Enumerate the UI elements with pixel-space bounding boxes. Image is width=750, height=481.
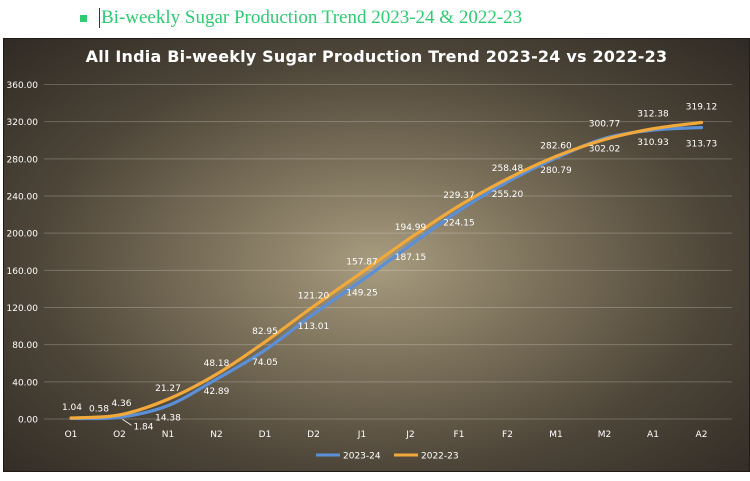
data-label-2022-23: 229.37: [443, 191, 475, 201]
data-label-2023-24: 280.79: [540, 166, 572, 176]
data-label-2022-23: 300.77: [589, 120, 621, 130]
data-label-2022-23: 4.36: [111, 399, 131, 409]
y-tick-label: 0.00: [18, 416, 38, 426]
y-tick-label: 200.00: [7, 230, 39, 240]
x-tick-label: F1: [454, 430, 465, 440]
data-label-2023-24: 0.58: [89, 404, 109, 414]
x-tick-label: A1: [647, 430, 659, 440]
data-label-2022-23: 82.95: [252, 327, 278, 337]
data-label-2022-23: 258.48: [492, 164, 524, 174]
data-label-2022-23: 21.27: [155, 384, 181, 394]
legend-label-2023-24: 2023-24: [343, 452, 381, 462]
data-label-2022-23: 121.20: [298, 291, 330, 301]
y-tick-label: 240.00: [7, 193, 39, 203]
x-tick-label: A2: [696, 430, 708, 440]
data-label-2022-23: 48.18: [204, 359, 230, 369]
series-line-2023-24: [69, 125, 704, 421]
data-label-2022-23: 1.04: [62, 403, 82, 413]
data-label-2022-23: 194.99: [395, 223, 427, 233]
x-tick-label: F2: [502, 430, 513, 440]
y-tick-label: 280.00: [7, 155, 39, 165]
x-tick-label: M1: [549, 430, 563, 440]
data-label-2023-24: 310.93: [637, 138, 669, 148]
chart-panel[interactable]: All India Bi-weekly Sugar Production Tre…: [3, 38, 750, 472]
data-label-2023-24: 302.02: [589, 144, 621, 154]
text-cursor: [99, 8, 100, 28]
data-label-2023-24: 14.38: [155, 414, 181, 424]
data-label-2023-24: 149.25: [346, 288, 378, 298]
y-tick-label: 80.00: [12, 341, 38, 351]
y-tick-label: 160.00: [7, 267, 39, 277]
legend-label-2022-23: 2022-23: [421, 452, 459, 462]
data-label-2023-24: 42.89: [204, 387, 230, 397]
y-tick-label: 320.00: [7, 118, 39, 128]
y-tick-label: 360.00: [7, 81, 39, 91]
y-tick-label: 120.00: [7, 304, 39, 314]
data-label-2023-24: 187.15: [395, 253, 427, 263]
x-tick-label: N1: [162, 430, 174, 440]
slide-heading: Bi-weekly Sugar Production Trend 2023-24…: [80, 4, 522, 32]
x-tick-label: J2: [405, 430, 414, 440]
x-tick-label: D1: [259, 430, 272, 440]
x-tick-label: J1: [357, 430, 366, 440]
chart-title: All India Bi-weekly Sugar Production Tre…: [85, 47, 668, 66]
x-tick-label: O2: [113, 430, 126, 440]
data-label-2023-24: 113.01: [298, 322, 330, 332]
x-tick-label: O1: [65, 430, 78, 440]
data-label-2023-24: 224.15: [443, 219, 475, 229]
data-label-2022-23: 157.87: [346, 257, 378, 267]
heading-text: Bi-weekly Sugar Production Trend 2023-24…: [101, 7, 523, 28]
data-label-2023-24: 1.84: [133, 422, 153, 432]
data-label-2022-23: 312.38: [637, 110, 669, 120]
x-tick-label: M2: [598, 430, 612, 440]
leader-line: [122, 418, 132, 426]
x-tick-label: N2: [210, 430, 222, 440]
data-label-2023-24: 74.05: [252, 358, 278, 368]
data-label-2022-23: 282.60: [540, 141, 572, 151]
data-label-2023-24: 255.20: [492, 190, 524, 200]
data-label-2023-24: 313.73: [686, 139, 718, 149]
x-tick-label: D2: [307, 430, 320, 440]
bullet-icon: [80, 14, 87, 22]
data-label-2022-23: 319.12: [686, 102, 718, 112]
line-chart: 0.00 40.00 80.00 120.00 160.00 200.00 240.00 28…: [7, 81, 732, 462]
series-line-2022-23: [69, 120, 704, 420]
y-tick-label: 40.00: [12, 378, 38, 388]
